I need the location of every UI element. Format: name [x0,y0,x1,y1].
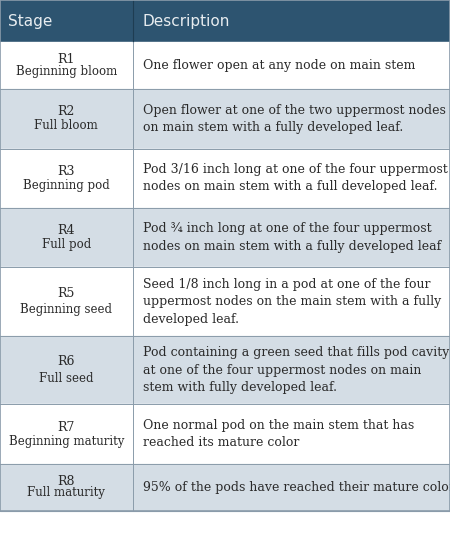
Text: Stage: Stage [8,14,52,29]
Text: Full seed: Full seed [39,372,94,385]
Text: One normal pod on the main stem that has
reached its mature color: One normal pod on the main stem that has… [143,419,414,449]
Text: Full pod: Full pod [42,238,91,251]
Bar [0,42,450,89]
Bar [0,267,450,336]
Text: R2: R2 [58,105,75,118]
Text: Full maturity: Full maturity [27,487,105,500]
Text: Pod ¾ inch long at one of the four uppermost
nodes on main stem with a fully dev: Pod ¾ inch long at one of the four upper… [143,222,441,253]
Text: R1: R1 [58,53,75,66]
Text: Seed 1/8 inch long in a pod at one of the four
uppermost nodes on the main stem : Seed 1/8 inch long in a pod at one of th… [143,278,441,326]
Bar [0,336,450,404]
Text: Full bloom: Full bloom [35,119,98,132]
Bar [0,464,450,511]
Text: Beginning bloom: Beginning bloom [16,65,117,78]
Text: R3: R3 [58,165,75,178]
Text: Beginning seed: Beginning seed [20,303,112,316]
Text: Pod containing a green seed that fills pod cavity
at one of the four uppermost n: Pod containing a green seed that fills p… [143,346,449,394]
Text: One flower open at any node on main stem: One flower open at any node on main stem [143,59,415,72]
Text: Open flower at one of the two uppermost nodes
on main stem with a fully develope: Open flower at one of the two uppermost … [143,104,446,134]
Text: R8: R8 [58,475,75,488]
Text: 95% of the pods have reached their mature color: 95% of the pods have reached their matur… [143,481,450,494]
Text: R6: R6 [58,355,75,368]
Bar [0,0,450,42]
Text: R4: R4 [58,224,75,237]
Text: Beginning pod: Beginning pod [23,179,110,192]
Bar [0,404,450,464]
Text: Pod 3/16 inch long at one of the four uppermost
nodes on main stem with a full d: Pod 3/16 inch long at one of the four up… [143,163,447,193]
Bar [0,89,450,148]
Text: R7: R7 [58,421,75,434]
Text: Beginning maturity: Beginning maturity [9,435,124,448]
Bar [0,148,450,208]
Bar [0,208,450,267]
Text: Description: Description [143,14,230,29]
Text: R5: R5 [58,287,75,300]
